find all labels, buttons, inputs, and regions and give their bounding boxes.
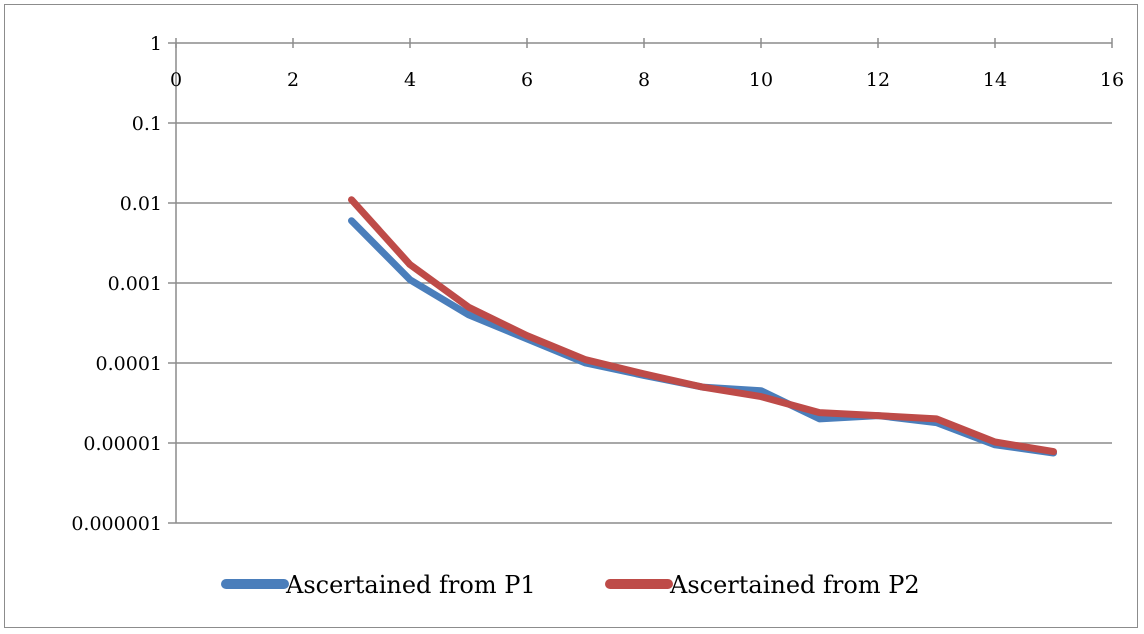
x-tick-label: 8 <box>638 69 650 91</box>
x-tick-label: 10 <box>749 69 773 91</box>
legend: Ascertained from P1 Ascertained from P2 <box>221 571 920 599</box>
legend-label-1: Ascertained from P1 <box>285 571 536 599</box>
chart-frame <box>4 4 1138 628</box>
series-line-2 <box>348 196 1057 456</box>
series-line-1 <box>348 217 1057 457</box>
y-tick-label: 1 <box>150 33 162 55</box>
x-tick-label: 0 <box>170 69 182 91</box>
y-tick-label: 0.00001 <box>83 433 162 455</box>
y-tick-label: 0.001 <box>108 273 162 295</box>
y-tick-label: 0.1 <box>132 113 162 135</box>
legend-label-2: Ascertained from P2 <box>669 571 920 599</box>
x-tick-label: 4 <box>404 69 416 91</box>
y-tick-label: 0.0001 <box>96 353 162 375</box>
y-tick-label: 0.000001 <box>71 513 162 535</box>
x-tick-label: 16 <box>1100 69 1124 91</box>
x-tick-label: 6 <box>521 69 533 91</box>
series-lines <box>348 196 1057 457</box>
x-tick-label: 12 <box>866 69 890 91</box>
x-tick-label: 2 <box>287 69 299 91</box>
axes: 1 0.1 0.01 0.001 0.0001 0.00001 0.000001 0 2 4 6 8 1… <box>71 33 1124 535</box>
x-tick-label: 14 <box>983 69 1007 91</box>
y-tick-label: 0.01 <box>120 193 162 215</box>
gridlines <box>176 122 1112 444</box>
